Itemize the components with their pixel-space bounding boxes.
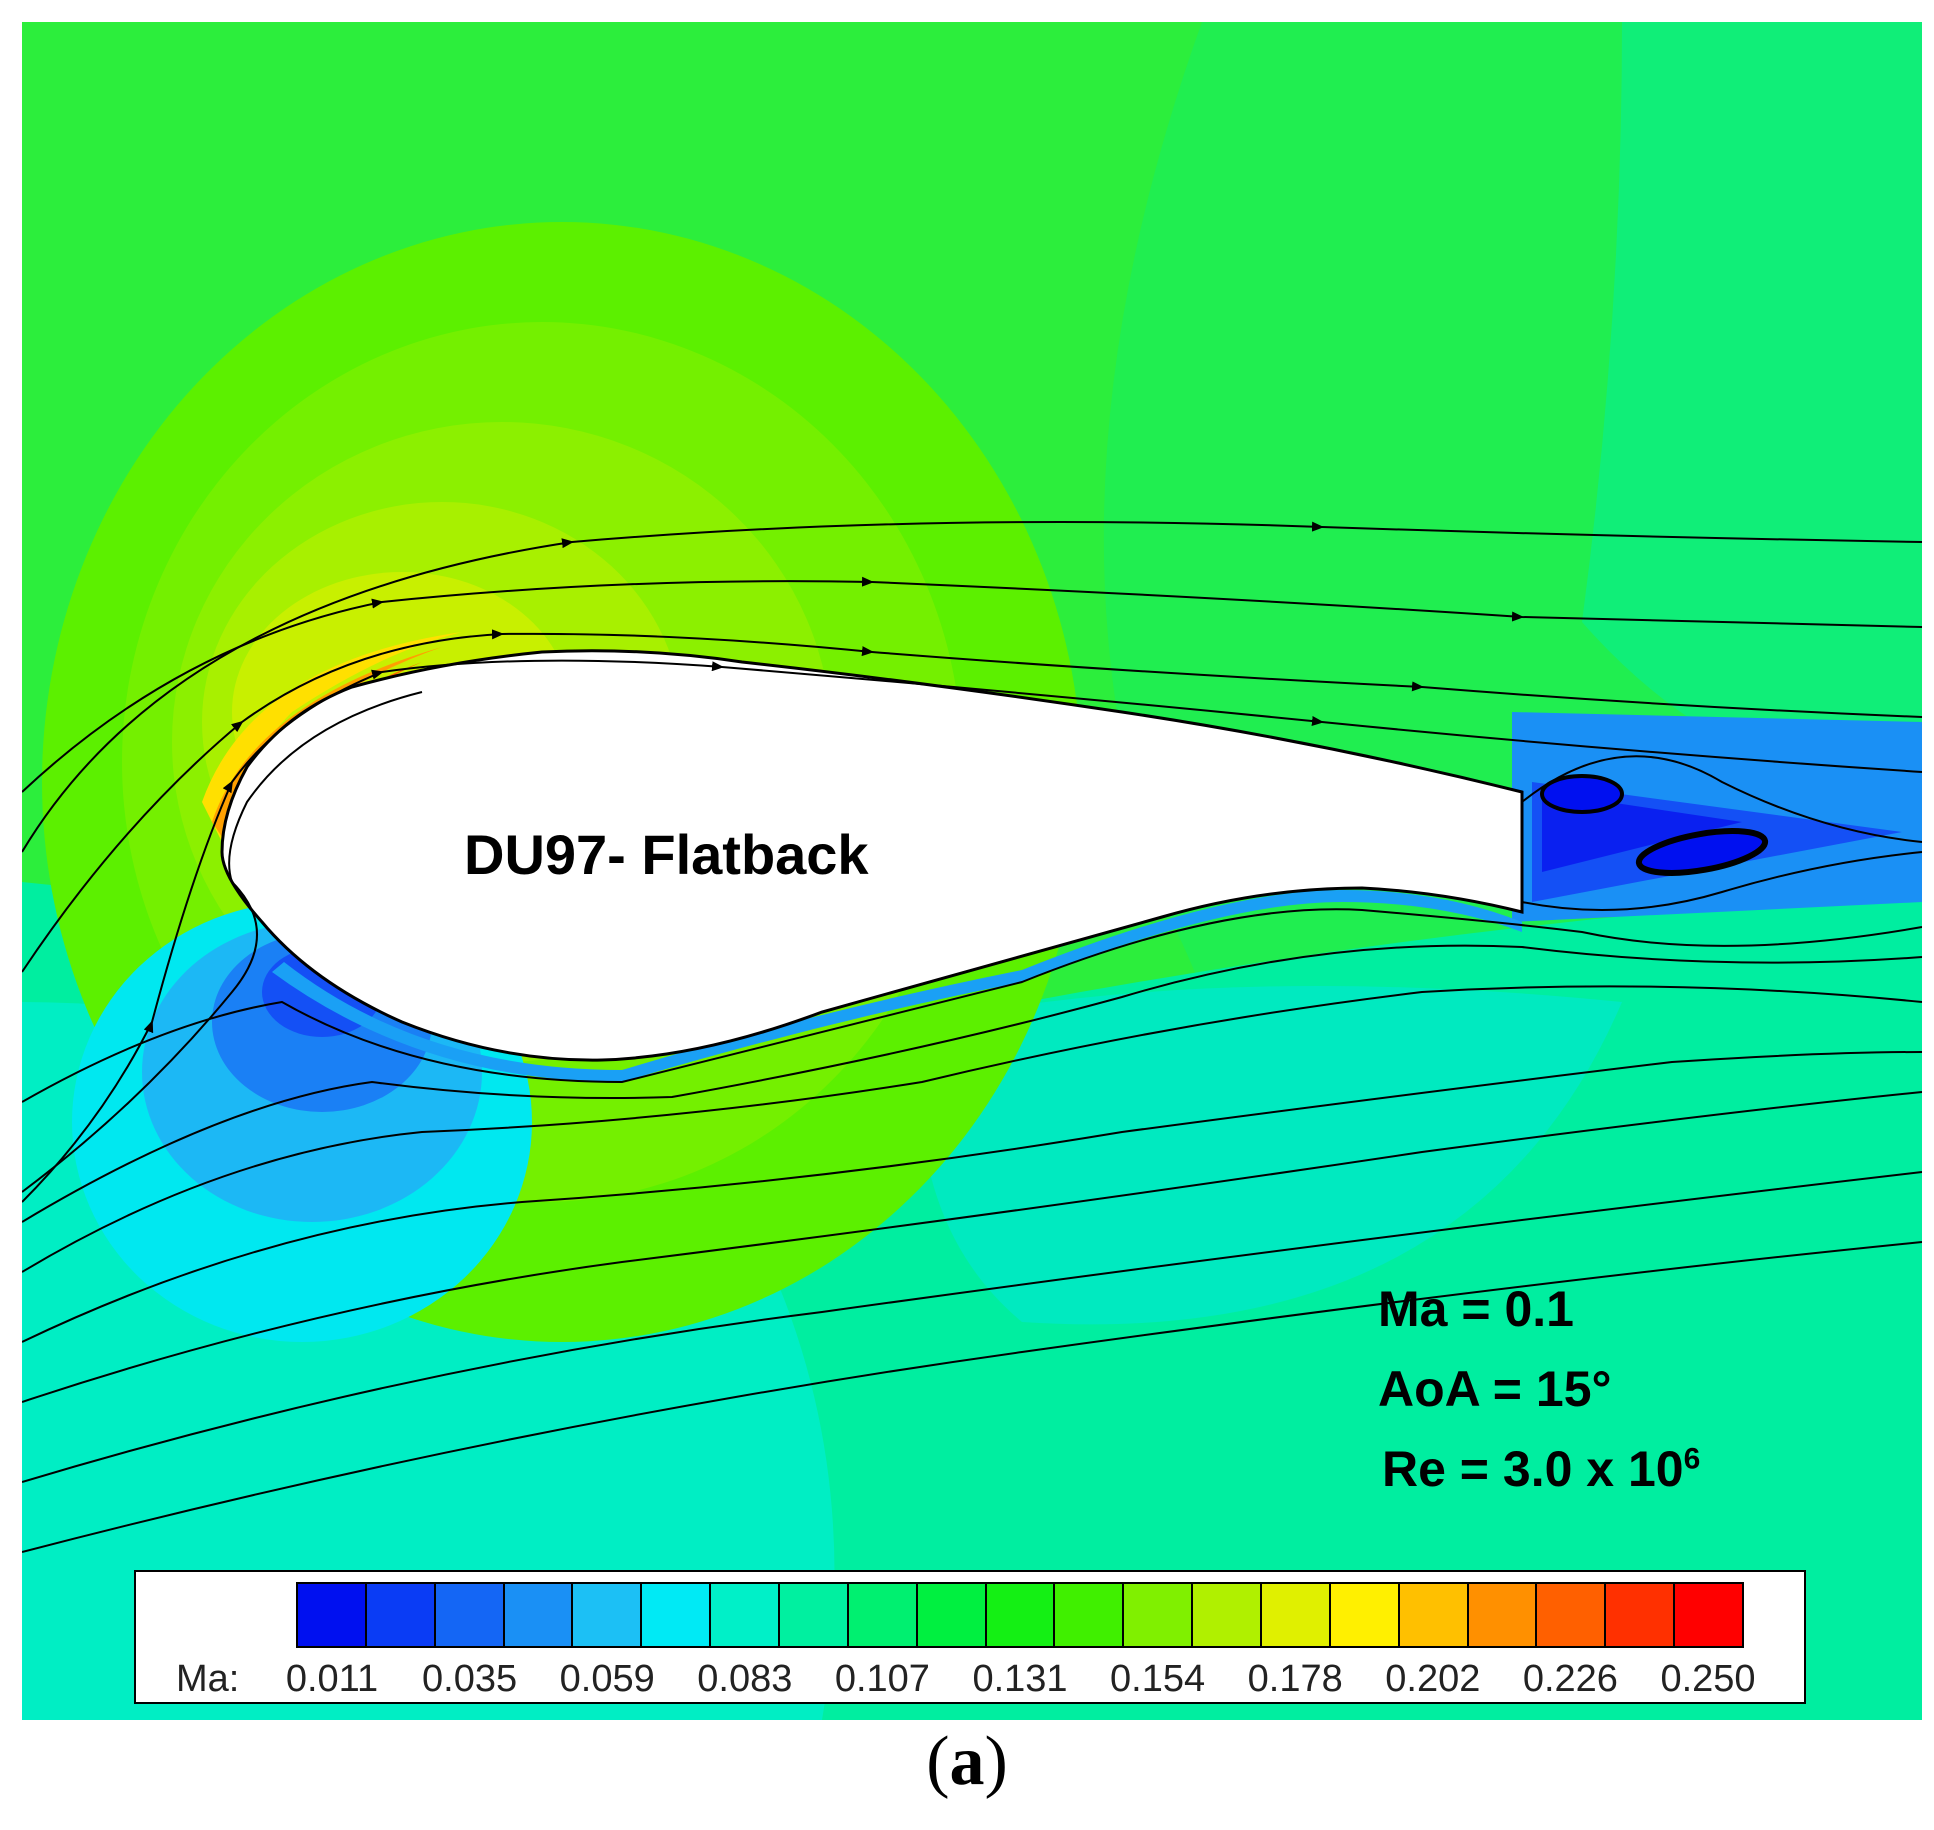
colorbar-segment [1193,1584,1263,1646]
streamline [22,908,1922,1103]
colorbar-tick-label: 0.035 [422,1658,518,1700]
colorbar-segment [1675,1584,1743,1646]
colorbar-tick-label: 0.250 [1660,1658,1756,1700]
colorbar-segment [504,1584,574,1646]
streamline [22,1091,1922,1403]
colorbar-segment [848,1584,918,1646]
colorbar-segment [1262,1584,1331,1646]
colorbar-tick-label: 0.011 [285,1658,379,1700]
contour-plot: DU97- Flatback Ma = 0.1 AoA = 15° Re = 3… [22,22,1922,1720]
colorbar-segment [780,1584,849,1646]
colorbar-segment [1606,1584,1676,1646]
streamline [22,691,423,1193]
colorbar-segment [711,1584,781,1646]
angle-of-attack-label: AoA = 15° [1378,1361,1612,1417]
colorbar-segment [435,1584,505,1646]
colorbar-segment [1468,1584,1538,1646]
colorbar-segment [366,1584,436,1646]
reynolds-exponent: 6 [1683,1442,1701,1476]
colorbar-tick-label: 0.226 [1522,1658,1618,1700]
downstream-field-region [1582,22,1922,802]
figure-caption: (a) [0,1722,1934,1802]
colorbar-tick-label: 0.202 [1385,1658,1481,1700]
colorbar-tick-label: 0.154 [1110,1658,1206,1700]
colorbar-segment [1055,1584,1125,1646]
colorbar-tick-label: 0.059 [559,1658,655,1700]
streamline [22,1051,1922,1343]
upper-vortex [1540,774,1624,814]
colorbar-segment [642,1584,712,1646]
colorbar-segment [986,1584,1056,1646]
colorbar-segment [1537,1584,1607,1646]
airfoil-label: DU97- Flatback [464,823,869,886]
colorbar-segment [573,1584,643,1646]
streamline [22,1241,1922,1553]
streamline [22,944,1922,1223]
colorbar-segment [298,1584,367,1646]
streamline [22,985,1922,1273]
colorbar-tick-label: 0.083 [697,1658,793,1700]
colorbar-tick-label: 0.178 [1247,1658,1343,1700]
colorbar-title: Ma: [176,1658,240,1700]
colorbar [296,1582,1744,1648]
colorbar-legend: Ma: 0.011 0.035 0.059 0.083 0.107 0.131 0.154 0… [134,1570,1806,1704]
colorbar-segment [1399,1584,1469,1646]
mach-contour-field [22,22,1922,1720]
lower-vortex [1635,828,1769,876]
colorbar-segment [1330,1584,1400,1646]
streamlines [22,521,1922,1553]
caption-open: ( [926,1723,950,1800]
reynolds-prefix: Re = 3.0 x 10 [1382,1441,1684,1497]
mach-number-label: Ma = 0.1 [1378,1281,1574,1337]
colorbar-segment [917,1584,987,1646]
caption-close: ) [984,1723,1008,1800]
colorbar-ticks: 0.011 0.035 0.059 0.083 0.107 0.131 0.154 0.178… [256,1658,1804,1702]
caption-letter: a [949,1723,985,1800]
colorbar-segment [1124,1584,1194,1646]
colorbar-tick-label: 0.131 [972,1658,1068,1700]
colorbar-tick-label: 0.107 [834,1658,930,1700]
streamline [1521,851,1922,911]
lower-mid-region [919,986,1622,1325]
reynolds-number-label: Re = 3.0 x 106 [1382,1440,1700,1498]
streamline [22,1171,1922,1483]
streamline [22,659,1922,1203]
streamline [1521,755,1922,843]
